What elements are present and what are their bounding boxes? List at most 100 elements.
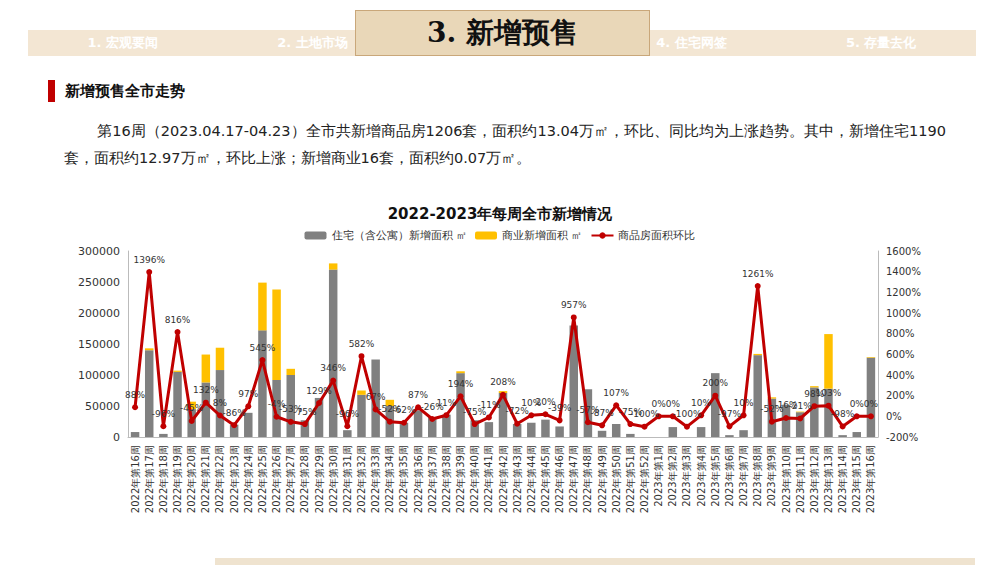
svg-text:-75%: -75%	[293, 407, 317, 417]
svg-text:2022年第22周: 2022年第22周	[214, 445, 225, 513]
svg-text:129%: 129%	[306, 386, 332, 396]
svg-text:0%: 0%	[850, 399, 865, 409]
svg-text:400%: 400%	[886, 370, 915, 381]
svg-text:103%: 103%	[816, 388, 842, 398]
svg-text:67%: 67%	[366, 392, 386, 402]
svg-text:200000: 200000	[78, 307, 120, 320]
svg-text:2022年第49周: 2022年第49周	[597, 445, 608, 513]
svg-text:商业新增面积 ㎡: 商业新增面积 ㎡	[502, 229, 583, 242]
svg-text:2022年第41周: 2022年第41周	[483, 445, 494, 513]
svg-text:住宅（含公寓）新增面积 ㎡: 住宅（含公寓）新增面积 ㎡	[332, 229, 468, 242]
svg-text:-96%: -96%	[336, 409, 360, 419]
svg-text:2023年第11周: 2023年第11周	[795, 445, 806, 513]
svg-text:商品房面积环比: 商品房面积环比	[618, 229, 695, 242]
svg-text:2022年第16周: 2022年第16周	[130, 445, 141, 513]
svg-text:2022年第46周: 2022年第46周	[554, 445, 565, 513]
svg-text:194%: 194%	[448, 379, 474, 389]
svg-text:2022-2023年每周全市新增情况: 2022-2023年每周全市新增情况	[388, 205, 614, 223]
svg-text:2022年第37周: 2022年第37周	[427, 445, 438, 513]
svg-text:2023年第3周: 2023年第3周	[681, 445, 692, 507]
svg-text:1261%: 1261%	[742, 269, 774, 279]
svg-text:-98%: -98%	[831, 409, 855, 419]
svg-text:2022年第38周: 2022年第38周	[441, 445, 452, 513]
svg-text:2023年第15周: 2023年第15周	[851, 445, 862, 513]
svg-text:2023年第7周: 2023年第7周	[738, 445, 749, 507]
svg-text:2022年第50周: 2022年第50周	[611, 445, 622, 513]
svg-text:-97%: -97%	[718, 409, 742, 419]
svg-text:10%: 10%	[734, 398, 754, 408]
svg-text:2022年第31周: 2022年第31周	[342, 445, 353, 513]
svg-text:-39%: -39%	[548, 403, 572, 413]
svg-text:2022年第20周: 2022年第20周	[186, 445, 197, 513]
svg-text:2022年第43周: 2022年第43周	[512, 445, 523, 513]
svg-text:0%: 0%	[864, 399, 879, 409]
svg-text:200%: 200%	[886, 390, 915, 401]
svg-text:2022年第40周: 2022年第40周	[469, 445, 480, 513]
svg-text:132%: 132%	[193, 385, 219, 395]
svg-text:2023年第14周: 2023年第14周	[837, 445, 848, 513]
svg-text:582%: 582%	[349, 339, 375, 349]
svg-text:2022年第25周: 2022年第25周	[257, 445, 268, 513]
svg-text:2022年第29周: 2022年第29周	[314, 445, 325, 513]
svg-text:2022年第28周: 2022年第28周	[299, 445, 310, 513]
svg-text:2023年第10周: 2023年第10周	[781, 445, 792, 513]
svg-text:0%: 0%	[886, 411, 902, 422]
svg-text:2022年第18周: 2022年第18周	[158, 445, 169, 513]
svg-text:2023年第16周: 2023年第16周	[865, 445, 876, 513]
svg-text:2023年第1周: 2023年第1周	[653, 445, 664, 507]
svg-text:2023年第8周: 2023年第8周	[752, 445, 763, 507]
svg-text:0%: 0%	[666, 399, 681, 409]
svg-text:2023年第9周: 2023年第9周	[766, 445, 777, 507]
svg-text:300000: 300000	[78, 245, 120, 258]
svg-text:2022年第30周: 2022年第30周	[328, 445, 339, 513]
svg-text:-87%: -87%	[590, 408, 614, 418]
svg-text:0%: 0%	[652, 399, 667, 409]
svg-text:1200%: 1200%	[886, 287, 921, 298]
svg-text:600%: 600%	[886, 349, 915, 360]
svg-text:2023年第2周: 2023年第2周	[667, 445, 678, 507]
svg-text:816%: 816%	[165, 315, 191, 325]
svg-text:-100%: -100%	[672, 409, 701, 419]
svg-text:250000: 250000	[78, 276, 120, 289]
svg-text:11%: 11%	[436, 398, 456, 408]
svg-text:150000: 150000	[78, 338, 120, 351]
svg-text:107%: 107%	[603, 388, 629, 398]
svg-text:2023年第5周: 2023年第5周	[710, 445, 721, 507]
svg-text:2023年第12周: 2023年第12周	[809, 445, 820, 513]
svg-text:2022年第39周: 2022年第39周	[455, 445, 466, 513]
svg-text:2022年第23周: 2022年第23周	[229, 445, 240, 513]
svg-text:2022年第34周: 2022年第34周	[384, 445, 395, 513]
svg-text:545%: 545%	[250, 343, 276, 353]
svg-text:-11%: -11%	[477, 400, 501, 410]
svg-text:2022年第32周: 2022年第32周	[356, 445, 367, 513]
svg-text:2022年第33周: 2022年第33周	[370, 445, 381, 513]
svg-text:2022年第21周: 2022年第21周	[200, 445, 211, 513]
svg-text:10%: 10%	[691, 398, 711, 408]
svg-text:-86%: -86%	[222, 408, 246, 418]
svg-text:87%: 87%	[408, 390, 428, 400]
svg-text:88%: 88%	[125, 390, 145, 400]
svg-text:2022年第24周: 2022年第24周	[243, 445, 254, 513]
svg-text:2022年第44周: 2022年第44周	[526, 445, 537, 513]
svg-text:2022年第35周: 2022年第35周	[398, 445, 409, 513]
svg-text:2022年第27周: 2022年第27周	[285, 445, 296, 513]
svg-text:-200%: -200%	[886, 432, 918, 443]
svg-text:1400%: 1400%	[886, 266, 921, 277]
svg-text:100000: 100000	[78, 369, 120, 382]
svg-text:2022年第52周: 2022年第52周	[639, 445, 650, 513]
svg-text:97%: 97%	[238, 389, 258, 399]
svg-text:957%: 957%	[561, 300, 587, 310]
svg-text:2023年第13周: 2023年第13周	[823, 445, 834, 513]
svg-text:2022年第42周: 2022年第42周	[498, 445, 509, 513]
svg-text:2022年第36周: 2022年第36周	[413, 445, 424, 513]
svg-text:1600%: 1600%	[886, 246, 921, 257]
svg-text:50000: 50000	[85, 400, 120, 413]
svg-text:1396%: 1396%	[133, 255, 165, 265]
svg-text:8%: 8%	[213, 398, 228, 408]
svg-text:2022年第51周: 2022年第51周	[625, 445, 636, 513]
svg-text:0: 0	[113, 431, 120, 444]
svg-text:346%: 346%	[320, 363, 346, 373]
svg-text:1000%: 1000%	[886, 308, 921, 319]
svg-text:-21%: -21%	[789, 401, 813, 411]
svg-text:2022年第19周: 2022年第19周	[172, 445, 183, 513]
